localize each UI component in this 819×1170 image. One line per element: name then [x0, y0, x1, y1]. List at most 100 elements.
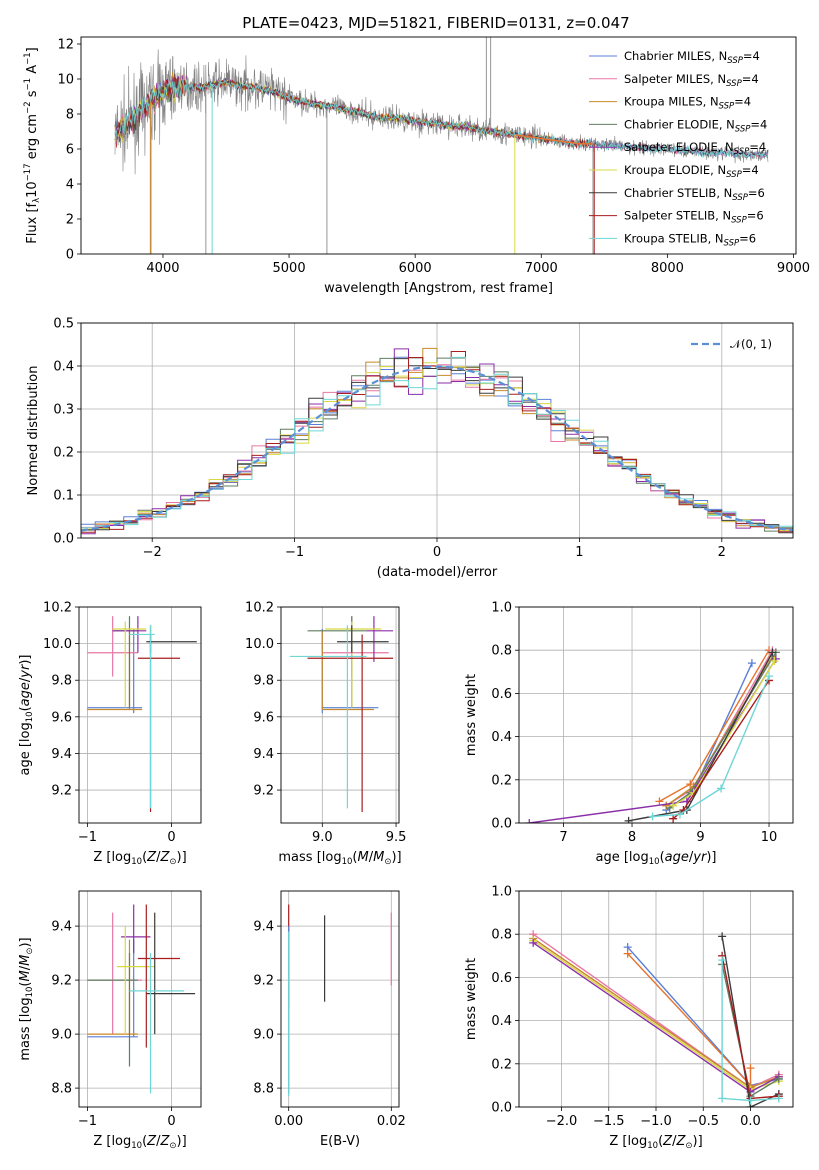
Z-weight-xtick-label-4: 0.0 [740, 1114, 761, 1129]
age-weight-marker-orange-0 [655, 797, 664, 806]
Z-weight-marker-orange-2 [746, 1064, 755, 1073]
Z-weight-panel: −2.0 −1.5 −1.0 −0.5 0.0 0.0 0.2 0.4 0.6 0.8 1.0 Z [… [464, 885, 794, 1151]
Z-mass-panel: −1 0 8.8 9.0 9.2 9.4 Z [log10(Z/Z⊙)] mass [log1… [18, 890, 202, 1151]
Z-mass-xlabel: Z [log10(Z/Z⊙)] [93, 1134, 186, 1151]
spectrum-axes: 4000 5000 6000 7000 8000 9000 0 2 4 6 8 10 12 wavelen… [23, 36, 810, 296]
age-weight-marker-K_ELODIE-0 [669, 801, 678, 810]
Z-age-axes: −1 0 9.2 9.4 9.6 9.8 10.0 10.2 Z [log10(Z/Z⊙)] ag… [18, 601, 202, 867]
mass-age-frame [280, 606, 400, 824]
age-weight-marker-K_STELIB-3 [765, 672, 774, 681]
age-weight-ytick-label-4: 0.8 [491, 644, 512, 659]
mass-age-grid [281, 606, 399, 823]
Z-weight-xtick-label-3: −0.5 [687, 1114, 719, 1129]
age-weight-marker-S_ELODIE-0 [525, 819, 534, 823]
residuals-plot-area [81, 347, 793, 535]
EBV-mass-ytick-label-2: 9.2 [253, 974, 274, 989]
EBV-mass-plot-area [288, 904, 392, 1097]
Z-age-plot-area [87, 616, 197, 813]
age-weight-marker-K_STELIB-2 [717, 784, 726, 793]
Z-mass-plot-area [87, 904, 196, 1094]
Z-weight-plot-area [529, 930, 783, 1107]
spectrum-legend-label-K_ELODIE: Kroupa ELODIE, NSSP=4 [624, 163, 759, 180]
spectrum-legend-label-S_MILES: Salpeter MILES, NSSP=4 [624, 72, 759, 89]
mass-age-ytick-label-2: 9.6 [253, 710, 274, 725]
spectrum-legend-label-S_ELODIE: Salpeter ELODIE, NSSP=4 [624, 140, 766, 157]
spectrum-legend-label-C_ELODIE: Chabrier ELODIE, NSSP=4 [624, 117, 767, 134]
EBV-mass-grid [281, 891, 399, 1107]
spectrum-xtick-label-3: 7000 [525, 261, 558, 276]
Z-age-ytick-label-1: 9.4 [51, 747, 72, 762]
Z-mass-axes: −1 0 8.8 9.0 9.2 9.4 Z [log10(Z/Z⊙)] mass [log1… [18, 890, 202, 1151]
Z-weight-grid [519, 890, 793, 1108]
mass-age-ytick-label-1: 9.4 [253, 747, 274, 762]
mass-age-xtick-label-1: 9.5 [386, 830, 407, 845]
Z-weight-axes: −2.0 −1.5 −1.0 −0.5 0.0 0.0 0.2 0.4 0.6 0.8 1.0 Z [… [464, 885, 794, 1151]
age-weight-series-orange [659, 649, 770, 803]
Z-mass-ytick-label-1: 9.0 [51, 1028, 72, 1043]
spectrum-xtick-label-4: 8000 [651, 261, 684, 276]
Z-weight-marker-S_ELODIE-0 [529, 938, 538, 947]
age-weight-ytick-label-1: 0.2 [491, 773, 512, 788]
mass-age-ytick-label-0: 9.2 [253, 784, 274, 799]
age-weight-marker-K_ELODIE-2 [770, 657, 779, 665]
age-weight-ytick-label-3: 0.6 [491, 687, 512, 702]
Z-mass-grid [79, 891, 201, 1107]
EBV-mass-xtick-label-1: 0.02 [377, 1114, 406, 1129]
age-weight-plot-area [525, 646, 780, 823]
spectrum-model-orange [515, 134, 595, 145]
Z-weight-series-K_STELIB [721, 960, 779, 1102]
Z-weight-xtick-label-2: −1.0 [640, 1114, 672, 1129]
Z-weight-xtick-label-0: −2.0 [546, 1114, 578, 1129]
Z-weight-frame [518, 890, 794, 1108]
Z-mass-ytick-label-0: 8.8 [51, 1082, 72, 1097]
Z-age-ytick-label-3: 9.8 [51, 674, 72, 689]
spectrum-legend-label-K_STELIB: Kroupa STELIB, NSSP=6 [624, 231, 756, 248]
spectrum-ytick-label-4: 8 [66, 108, 74, 123]
residuals-gaussian-curve [81, 365, 793, 532]
mass-age-panel: 9.0 9.5 9.2 9.4 9.6 9.8 10.0 10.2 mass [log10(M/… [245, 601, 406, 868]
Z-age-ytick-label-2: 9.6 [51, 710, 72, 725]
age-weight-frame [518, 606, 794, 824]
spectrum-legend-label-C_STELIB: Chabrier STELIB, NSSP=6 [624, 186, 765, 203]
age-weight-marker-K_STELIB-0 [648, 812, 657, 821]
age-weight-ytick-label-2: 0.4 [491, 730, 512, 745]
age-weight-marker-C_MILES-2 [747, 659, 756, 668]
EBV-mass-ytick-label-0: 8.8 [253, 1082, 274, 1097]
Z-mass-xtick-label-1: 0 [167, 1114, 175, 1129]
Z-weight-xtick-label-1: −1.5 [593, 1114, 625, 1129]
Z-mass-xtick-label-0: −1 [78, 1114, 97, 1129]
Z-weight-marker-K_STELIB-2 [746, 1096, 755, 1105]
EBV-mass-axes: 0.00 0.02 8.8 9.0 9.2 9.4 E(B-V) [253, 890, 406, 1149]
residuals-ytick-label-1: 0.1 [53, 489, 74, 504]
Z-mass-ytick-label-2: 9.2 [51, 974, 72, 989]
age-weight-panel: 7 8 9 10 0.0 0.2 0.4 0.6 0.8 1.0 age [log10(age/yr… [464, 601, 794, 867]
mass-age-axes: 9.0 9.5 9.2 9.4 9.6 9.8 10.0 10.2 mass [log10(M/… [245, 601, 406, 868]
residuals-legend-label: 𝒩(0, 1) [730, 337, 772, 351]
age-weight-marker-C_STELIB-2 [768, 648, 777, 657]
age-weight-marker-S_STELIB-0 [669, 814, 678, 823]
Z-weight-xlabel: Z [log10(Z/Z⊙)] [609, 1134, 702, 1151]
age-weight-xtick-label-1: 8 [628, 830, 636, 845]
spectrum-legend-label-C_MILES: Chabrier MILES, NSSP=4 [624, 49, 760, 66]
Z-weight-series-C_STELIB [721, 936, 780, 1107]
age-weight-marker-K_STELIB-1 [675, 810, 684, 819]
residuals-xtick-label-4: 2 [718, 545, 726, 560]
EBV-mass-xtick-label-0: 0.00 [274, 1114, 303, 1129]
Z-mass-ylabel: mass [log10(M/M⊙)] [18, 937, 35, 1060]
residuals-ytick-label-2: 0.2 [53, 446, 74, 461]
residuals-ytick-label-0: 0.0 [53, 532, 74, 547]
Z-weight-ytick-label-4: 0.8 [491, 928, 512, 943]
mass-age-ytick-label-4: 10.0 [245, 637, 274, 652]
spectrum-model-K_STELIB [114, 77, 769, 159]
residuals-xlabel: (data-model)/error [377, 565, 498, 580]
age-weight-series-K_STELIB [652, 675, 770, 818]
Z-age-ytick-label-5: 10.2 [43, 601, 72, 616]
residuals-ylabel: Normed distribution [26, 366, 41, 496]
spectrum-xtick-label-0: 4000 [146, 261, 179, 276]
spectrum-data-line [114, 49, 769, 175]
Z-weight-marker-K_STELIB-0 [718, 956, 727, 965]
mass-age-ytick-label-5: 10.2 [245, 601, 274, 616]
Z-weight-ytick-label-2: 0.4 [491, 1014, 512, 1029]
age-weight-xtick-label-3: 10 [761, 830, 778, 845]
age-weight-xtick-label-2: 9 [696, 830, 704, 845]
